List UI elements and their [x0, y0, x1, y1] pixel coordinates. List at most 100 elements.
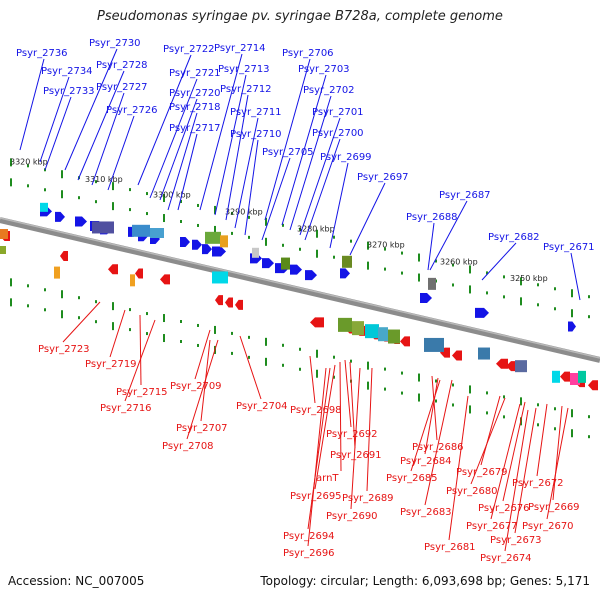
track-dot — [197, 323, 199, 327]
track-dot — [112, 322, 114, 331]
track-dot — [333, 375, 335, 379]
bottom-leader-line — [309, 355, 316, 404]
gene-block — [54, 266, 60, 279]
reverse-gene-arrow — [496, 358, 508, 369]
track-dot — [231, 211, 233, 215]
gene-block — [424, 337, 444, 352]
track-dot — [27, 164, 29, 168]
top-leader-line — [289, 95, 332, 231]
bottom-gene-label: Psyr_2677 — [466, 521, 518, 532]
bottom-leader-line — [139, 314, 142, 386]
track-dot — [129, 308, 131, 312]
track-dot — [571, 409, 573, 418]
track-dot — [214, 205, 216, 214]
track-dot — [554, 287, 556, 291]
track-dot — [469, 405, 471, 414]
track-dot — [78, 196, 80, 200]
track-dot — [180, 220, 182, 223]
bottom-gene-label: Psyr_2692 — [326, 429, 378, 440]
track-dot — [27, 304, 29, 308]
bottom-gene-label: Psyr_2715 — [116, 387, 168, 398]
bottom-gene-label: Psyr_2698 — [290, 405, 342, 416]
gene-block — [0, 229, 8, 239]
bottom-leader-line — [62, 301, 101, 343]
top-gene-label: Psyr_2671 — [543, 242, 595, 253]
kbp-label: 3280 kbp — [297, 224, 335, 233]
track-dot — [418, 393, 420, 402]
track-dot — [265, 357, 267, 366]
top-leader-line — [261, 157, 291, 241]
top-leader-line — [199, 53, 243, 211]
track-dot — [537, 303, 539, 307]
track-dot — [265, 237, 267, 246]
track-dot — [299, 227, 301, 231]
track-dot — [350, 359, 352, 363]
track-dot — [418, 253, 420, 262]
top-leader-line — [107, 115, 135, 191]
bottom-gene-label: Psyr_2672 — [512, 478, 564, 489]
forward-gene-arrow — [305, 270, 317, 281]
bottom-leader-line — [349, 361, 356, 449]
track-dot — [299, 367, 301, 371]
gene-block — [378, 327, 388, 342]
track-dot — [401, 371, 403, 375]
gene-block — [220, 235, 228, 248]
track-dot — [231, 331, 233, 335]
reverse-gene-arrow — [235, 299, 243, 310]
bottom-gene-label: Psyr_2723 — [38, 344, 90, 355]
track-dot — [180, 200, 182, 203]
track-dot — [537, 283, 539, 287]
top-gene-label: Psyr_2734 — [41, 66, 93, 77]
track-dot — [146, 332, 148, 336]
top-gene-label: Psyr_2727 — [96, 82, 148, 93]
forward-gene-arrow — [475, 307, 489, 318]
track-dot — [554, 427, 556, 431]
top-leader-line — [264, 58, 311, 221]
track-dot — [469, 265, 471, 274]
top-leader-line — [77, 70, 125, 181]
track-dot — [44, 308, 46, 312]
top-gene-label: Psyr_2718 — [169, 102, 221, 113]
track-dot — [146, 312, 148, 316]
kbp-label: 3320 kbp — [10, 157, 48, 166]
track-dot — [231, 231, 233, 235]
bottom-gene-label: Psyr_2690 — [326, 511, 378, 522]
forward-gene-arrow — [202, 244, 212, 255]
track-dot — [401, 251, 403, 255]
bottom-gene-label: Psyr_2689 — [342, 493, 394, 504]
track-dot — [214, 325, 216, 334]
top-gene-label: Psyr_2720 — [169, 88, 221, 99]
bottom-leader-line — [424, 377, 439, 455]
gene-block — [515, 360, 527, 373]
reverse-gene-arrow — [135, 268, 143, 279]
top-leader-line — [429, 200, 468, 271]
track-dot — [44, 188, 46, 192]
track-dot — [95, 180, 97, 184]
bottom-gene-label: arnT — [316, 473, 339, 484]
track-dot — [265, 337, 267, 346]
top-gene-label: Psyr_2733 — [43, 86, 95, 97]
track-dot — [112, 182, 114, 191]
track-dot — [435, 399, 437, 403]
track-dot — [384, 247, 386, 251]
bottom-leader-line — [186, 339, 219, 440]
track-dot — [129, 328, 131, 332]
track-dot — [163, 314, 165, 323]
track-dot — [435, 379, 437, 383]
track-dot — [452, 383, 454, 387]
forward-gene-arrow — [192, 239, 202, 250]
track-dot — [469, 285, 471, 294]
track-dot — [316, 229, 318, 238]
bottom-leader-line — [344, 359, 352, 428]
reverse-gene-arrow — [225, 297, 233, 308]
top-gene-label: Psyr_2728 — [96, 60, 148, 71]
track-dot — [10, 178, 12, 187]
top-leader-line — [281, 74, 327, 226]
reverse-gene-arrow — [560, 371, 570, 382]
track-dot — [503, 395, 505, 399]
top-leader-line — [234, 117, 259, 229]
bottom-leader-line — [410, 379, 441, 472]
track-dot — [78, 296, 80, 300]
gene-block — [570, 373, 580, 385]
top-gene-label: Psyr_2706 — [282, 48, 334, 59]
